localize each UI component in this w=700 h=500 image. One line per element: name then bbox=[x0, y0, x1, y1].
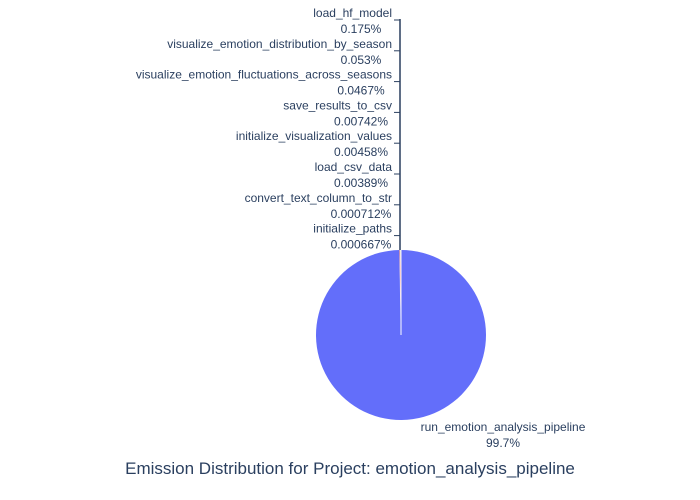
slice-label-load-hf-model: load_hf_model 0.175% bbox=[313, 6, 392, 36]
slice-label-run-emotion-analysis-pipeline: run_emotion_analysis_pipeline 99.7% bbox=[421, 420, 586, 450]
slice-label-convert-text-column-to-str: convert_text_column_to_str 0.000712% bbox=[245, 191, 392, 221]
chart-title: Emission Distribution for Project: emoti… bbox=[125, 459, 575, 478]
slice-label-save-results-to-csv: save_results_to_csv 0.00742% bbox=[283, 98, 392, 128]
pie-slices bbox=[316, 249, 487, 421]
slice-label-load-csv-data: load_csv_data 0.00389% bbox=[315, 160, 393, 190]
slice-label-visualize-emotion-distribution-by-season: visualize_emotion_distribution_by_season… bbox=[167, 37, 392, 67]
slice-label-initialize-paths: initialize_paths 0.000667% bbox=[313, 222, 392, 252]
leader-lines bbox=[394, 19, 401, 250]
slice-label-initialize-visualization-values: initialize_visualization_values 0.00458% bbox=[236, 129, 392, 159]
slice-labels: run_emotion_analysis_pipeline 99.7% load_h… bbox=[136, 6, 586, 450]
slice-label-visualize-emotion-fluctuations-across-seasons: visualize_emotion_fluctuations_across_se… bbox=[136, 68, 392, 98]
